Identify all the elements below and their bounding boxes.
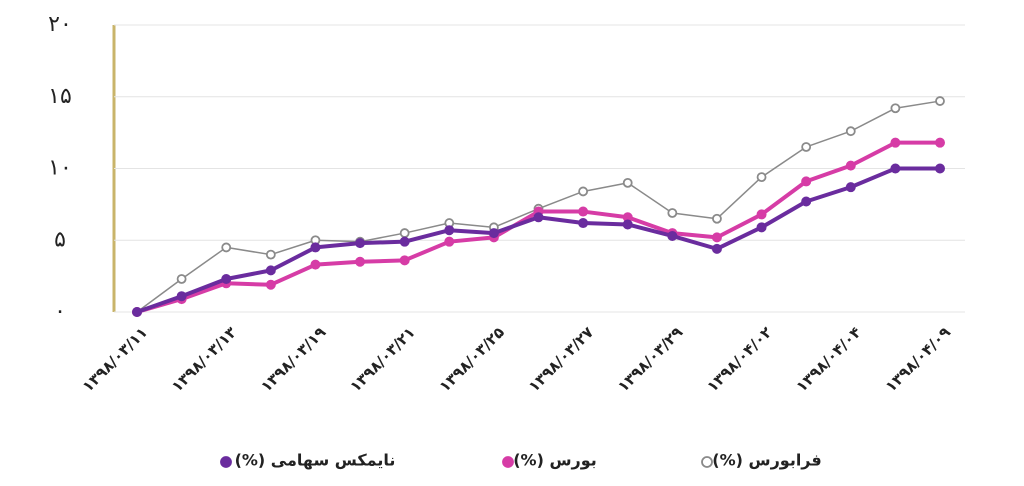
data-point	[221, 273, 232, 284]
x-tick-label: ۱۳۹۸/۰۴/۰۹	[882, 323, 954, 395]
data-point	[578, 218, 589, 229]
data-point	[935, 163, 945, 174]
data-point	[355, 238, 366, 249]
data-point	[399, 255, 410, 266]
data-point	[444, 236, 455, 247]
y-tick-label: ۰	[54, 299, 66, 324]
data-point	[221, 242, 232, 253]
data-point	[622, 177, 633, 188]
data-point	[845, 160, 856, 171]
data-point	[801, 176, 812, 187]
data-point	[756, 172, 767, 183]
y-tick-label: ۲۰	[48, 12, 72, 37]
data-point	[935, 137, 945, 148]
data-point	[935, 96, 945, 106]
data-point	[890, 103, 901, 114]
data-point	[801, 142, 812, 152]
data-point	[444, 225, 455, 236]
x-tick-label: ۱۳۹۸/۰۳/۲۹	[614, 323, 686, 395]
y-tick-label: ۱۰	[48, 156, 72, 181]
data-point	[265, 265, 276, 276]
data-point	[890, 137, 901, 148]
data-point	[845, 182, 856, 193]
data-point	[399, 236, 410, 247]
legend-marker	[502, 456, 514, 468]
data-point	[265, 279, 276, 290]
y-tick-label: ۵	[54, 227, 66, 252]
data-point	[176, 291, 187, 302]
data-point	[845, 126, 856, 137]
y-tick-label: ۱۵	[48, 84, 72, 109]
data-point	[132, 307, 142, 317]
data-point	[578, 206, 589, 217]
legend-label: نایمکس سهامی (%)	[235, 451, 396, 470]
data-point	[712, 213, 722, 224]
data-point	[399, 228, 410, 238]
legend-label: فرابورس (%)	[712, 451, 821, 470]
legend-marker	[701, 456, 713, 468]
data-point	[756, 209, 767, 220]
data-point	[310, 242, 321, 253]
x-tick-label: ۱۳۹۸/۰۴/۰۴	[793, 323, 865, 395]
data-point	[176, 274, 187, 284]
x-tick-label: ۱۳۹۸/۰۳/۱۱	[79, 323, 151, 395]
legend-label: بورس (%)	[513, 451, 597, 470]
data-point	[756, 222, 767, 233]
data-point	[578, 186, 589, 197]
data-point	[488, 228, 499, 239]
data-point	[667, 208, 678, 218]
x-tick-label: ۱۳۹۸/۰۳/۱۳	[168, 323, 240, 395]
data-point	[355, 256, 366, 267]
data-point	[265, 249, 276, 260]
x-tick-label: ۱۳۹۸/۰۳/۲۱	[346, 323, 418, 395]
x-tick-label: ۱۳۹۸/۰۳/۱۹	[257, 323, 329, 395]
data-point	[533, 212, 544, 223]
x-tick-label: ۱۳۹۸/۰۴/۰۲	[703, 323, 775, 395]
x-tick-label: ۱۳۹۸/۰۳/۲۷	[525, 323, 597, 395]
legend-marker	[220, 456, 232, 468]
data-point	[801, 196, 812, 207]
data-point	[711, 232, 722, 243]
data-point	[310, 259, 321, 270]
data-point	[890, 163, 901, 174]
data-point	[622, 219, 633, 230]
data-point	[711, 243, 722, 254]
x-tick-label: ۱۳۹۸/۰۳/۲۵	[436, 323, 508, 395]
data-point	[667, 230, 678, 241]
